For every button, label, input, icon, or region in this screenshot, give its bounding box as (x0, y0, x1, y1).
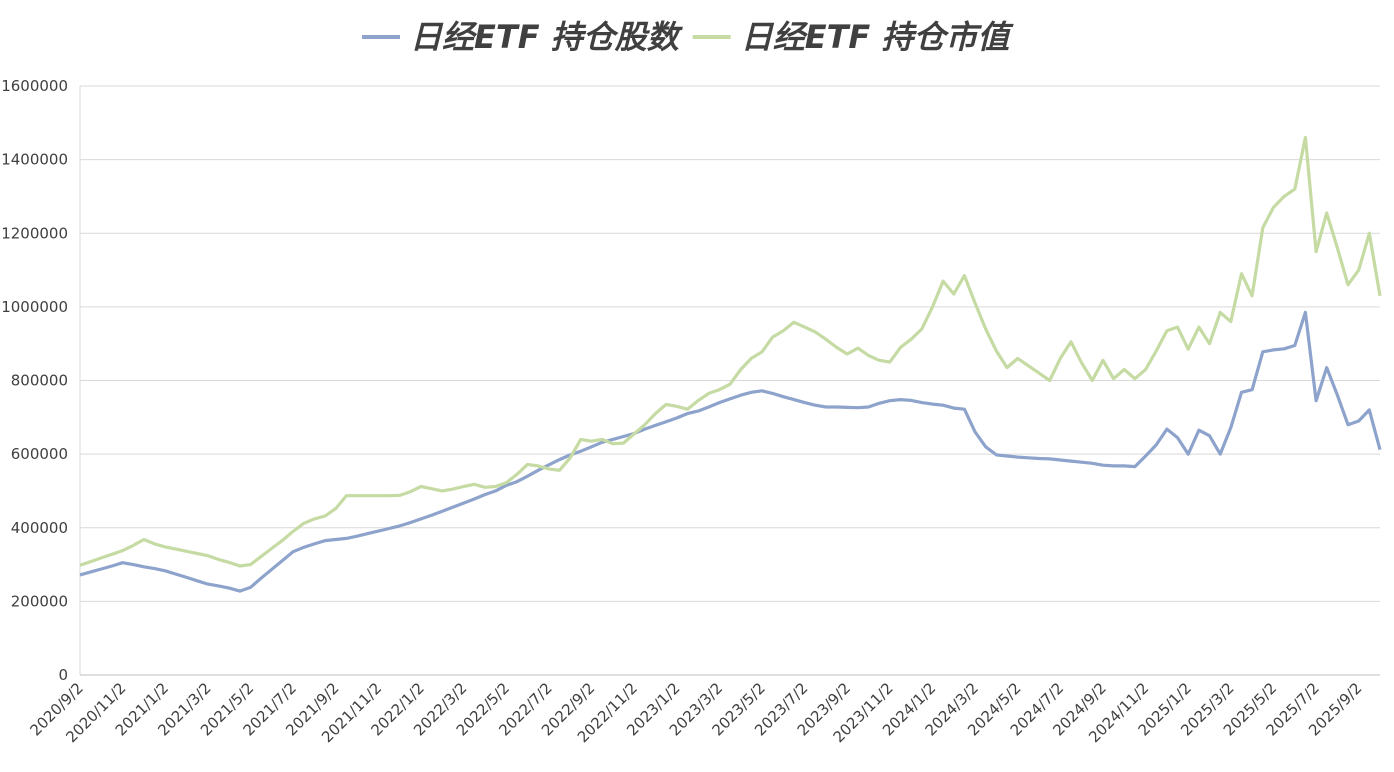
y-tick-label: 1400000 (1, 151, 68, 169)
legend-label: 日经ETF 持仓股数 (410, 18, 684, 56)
y-tick-label: 200000 (11, 592, 68, 610)
y-tick-label: 600000 (11, 445, 68, 463)
y-tick-label: 0 (58, 666, 68, 684)
y-tick-label: 400000 (11, 519, 68, 537)
y-tick-label: 1600000 (1, 77, 68, 95)
y-tick-label: 1200000 (1, 224, 68, 242)
y-tick-label: 1000000 (1, 298, 68, 316)
series-line (79, 310, 1382, 593)
y-tick-label: 800000 (11, 372, 68, 390)
series-line (79, 135, 1382, 568)
legend-label: 日经ETF 持仓市值 (741, 18, 1015, 56)
